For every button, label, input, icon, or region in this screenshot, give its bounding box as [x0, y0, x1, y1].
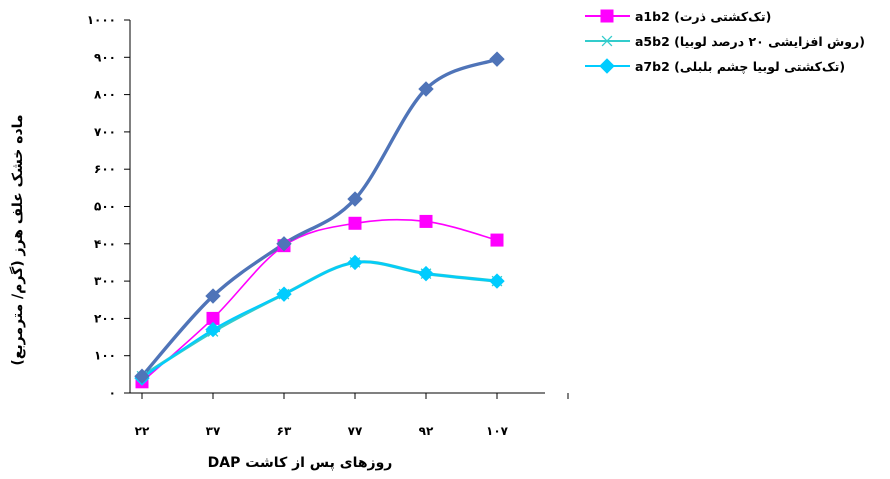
data-point-series-4 [134, 368, 150, 384]
y-tick-label: ۰ [109, 386, 116, 400]
y-tick-label: ۲۰۰ [94, 311, 116, 325]
y-tick-label: ۹۰۰ [94, 50, 116, 64]
data-point-series-4 [489, 51, 505, 67]
x-axis-title: روزهای پس از کاشت DAP [208, 455, 393, 471]
x-tick-label: ۳۷ [206, 424, 221, 438]
axes [124, 19, 569, 399]
x-tick-label: ۲۲ [135, 424, 150, 438]
data-point-series-4 [347, 191, 363, 207]
data-point-a7b2 [205, 321, 221, 338]
y-tick-label: ۵۰۰ [94, 200, 116, 214]
data-point-series-4 [276, 236, 292, 252]
data-point-a1b2 [419, 214, 433, 228]
series-markers [134, 51, 505, 389]
data-point-a1b2 [348, 216, 362, 230]
series-lines [140, 57, 498, 383]
y-tick-label: ۷۰۰ [94, 125, 116, 139]
y-tick-label: ۸۰۰ [94, 88, 116, 102]
legend-marker [600, 35, 614, 47]
series-line-a1b2 [141, 218, 498, 383]
series-line-a7b2 [141, 260, 498, 379]
data-point-a7b2 [489, 273, 505, 289]
data-point-a7b2 [418, 265, 434, 282]
y-tick-label: ۱۰۰ [94, 349, 116, 363]
series-line-a5b2 [141, 260, 498, 378]
data-point-series-4 [418, 81, 434, 97]
x-tick-label: ۶۳ [277, 424, 292, 438]
series-line-series-4 [140, 57, 498, 378]
legend: (تک‌کشتی ذرت) a1b2 (روش افزایشی ۲۰ درصد ل… [585, 9, 865, 74]
x-tick-label: ۱۰۷ [486, 424, 509, 438]
data-point-a7b2 [276, 286, 292, 302]
y-tick-label: ۱۰۰۰ [87, 13, 116, 27]
tick-labels: ۰ ۱۰۰ ۲۰۰ ۳۰۰ ۴۰۰ ۵۰۰ ۶۰۰ ۷۰۰ ۸۰۰ ۹۰۰ ۱۰۰۰ ۲۲ ۳۷ ۶۳ ۷۷… [87, 13, 509, 438]
legend-label: (تک‌کشتی ذرت) a1b2 [635, 9, 771, 24]
legend-marker [600, 9, 614, 23]
legend-label: (تک‌کشتی لوبیا چشم بلبلی) a7b2 [635, 59, 845, 74]
data-point-series-4 [205, 288, 221, 304]
x-tick-label: ۹۲ [419, 424, 434, 438]
legend-label: (روش افزایشی ۲۰ درصد لوبیا) a5b2 [635, 34, 865, 49]
legend-marker [599, 58, 615, 74]
y-axis-title: ماده خشک علف هرز (گرم/ مترمربع) [9, 114, 26, 365]
y-tick-label: ۴۰۰ [94, 237, 116, 251]
data-point-a7b2 [347, 254, 363, 271]
x-tick-label: ۷۷ [348, 424, 363, 438]
data-point-a1b2 [490, 233, 504, 247]
y-tick-label: ۳۰۰ [94, 274, 116, 288]
y-tick-label: ۶۰۰ [94, 162, 116, 176]
